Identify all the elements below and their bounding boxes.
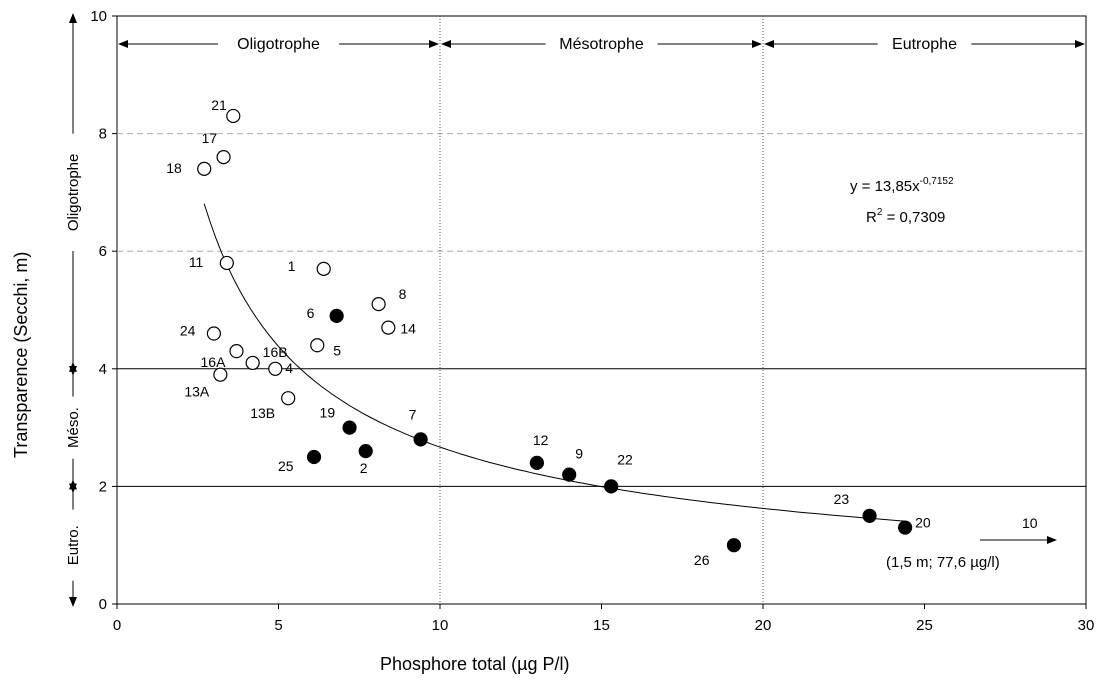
plot-area [116, 15, 1087, 605]
open-point [219, 255, 234, 271]
point-label: 13B [250, 405, 275, 421]
r2-text: R2 = 0,7309 [866, 207, 945, 226]
filled-point [898, 520, 913, 535]
trophic-zones: Oligotrophe Mésotrophe Eutrophe Eutro. Méso.… [65, 13, 1085, 607]
x-tick-label: 20 [755, 617, 772, 634]
open-point [229, 344, 244, 359]
point-label: 18 [166, 160, 182, 176]
y-tick-label: 0 [99, 596, 107, 613]
filled-point [329, 308, 344, 323]
filled-point [413, 432, 428, 447]
open-point [226, 108, 241, 124]
point-label: 23 [834, 491, 850, 507]
open-point [216, 150, 231, 165]
outlier-label: 10 [1022, 515, 1038, 531]
y-tick-label: 6 [99, 243, 107, 260]
point-label: 12 [533, 432, 549, 448]
filled-point [604, 479, 619, 494]
open-point [268, 361, 283, 376]
equation-text: y = 13,85x-0,7152 [850, 176, 954, 195]
y-tick-label: 8 [99, 126, 107, 143]
zone-label: Méso. [65, 407, 82, 448]
x-tick-label: 30 [1078, 617, 1095, 634]
point-label: 11 [189, 254, 204, 270]
outlier-annotation: 10 (1,5 m; 77,6 µg/l) [886, 515, 1057, 571]
y-tick-label: 4 [99, 361, 107, 378]
x-tick-label: 5 [274, 617, 282, 634]
point-label: 19 [320, 405, 336, 421]
open-point [310, 338, 325, 353]
x-tick-label: 10 [432, 617, 449, 634]
point-label: 25 [278, 458, 294, 474]
y-tick-label: 10 [90, 8, 107, 25]
outlier-note: (1,5 m; 77,6 µg/l) [886, 554, 1000, 571]
zone-label: Oligotrophe [65, 154, 82, 232]
zone-label: Mésotrophe [559, 36, 644, 53]
open-point [245, 355, 260, 371]
point-label: 22 [617, 451, 633, 467]
open-point [316, 261, 331, 276]
equation-box: y = 13,85x-0,7152 R2 = 0,7309 [850, 176, 954, 226]
trendline [203, 203, 906, 522]
point-label: 26 [694, 552, 710, 568]
point-label: 16B [263, 344, 288, 360]
point-label: 6 [307, 305, 315, 321]
x-tick-label: 0 [113, 617, 121, 634]
open-point [197, 161, 212, 176]
open-point [371, 297, 386, 312]
point-label: 1 [288, 258, 296, 274]
point-label: 17 [202, 130, 218, 146]
open-point [381, 320, 396, 335]
filled-point [726, 538, 742, 553]
filled-point [358, 444, 373, 459]
x-tick-label: 15 [593, 617, 610, 634]
open-point [281, 391, 296, 406]
point-label: 21 [211, 97, 227, 113]
filled-point [862, 508, 877, 523]
filled-point [529, 455, 545, 470]
point-label: 9 [575, 446, 583, 462]
open-point [213, 367, 228, 382]
zone-label: Eutrophe [892, 36, 957, 53]
point-label: 16A [201, 354, 227, 370]
x-axis-title: Phosphore total (µg P/l) [380, 654, 569, 674]
zone-label: Eutro. [65, 525, 82, 565]
y-tick-label: 2 [99, 478, 107, 495]
zone-label: Oligotrophe [237, 36, 320, 53]
x-tick-label: 25 [916, 617, 933, 634]
y-axis-title: Transparence (Secchi, m) [11, 252, 31, 458]
point-label: 13A [184, 384, 210, 400]
filled-point [306, 449, 322, 465]
gridlines [117, 16, 1086, 604]
point-label: 7 [409, 406, 417, 422]
data-points [197, 108, 913, 553]
point-label: 14 [400, 321, 416, 337]
point-label: 4 [285, 360, 293, 376]
open-point [206, 326, 221, 341]
filled-point [562, 467, 577, 482]
filled-point [342, 420, 357, 435]
point-label: 8 [399, 286, 407, 302]
point-label: 20 [915, 515, 931, 531]
point-label: 24 [180, 323, 196, 339]
point-label: 2 [360, 460, 368, 476]
point-label: 5 [333, 342, 341, 358]
